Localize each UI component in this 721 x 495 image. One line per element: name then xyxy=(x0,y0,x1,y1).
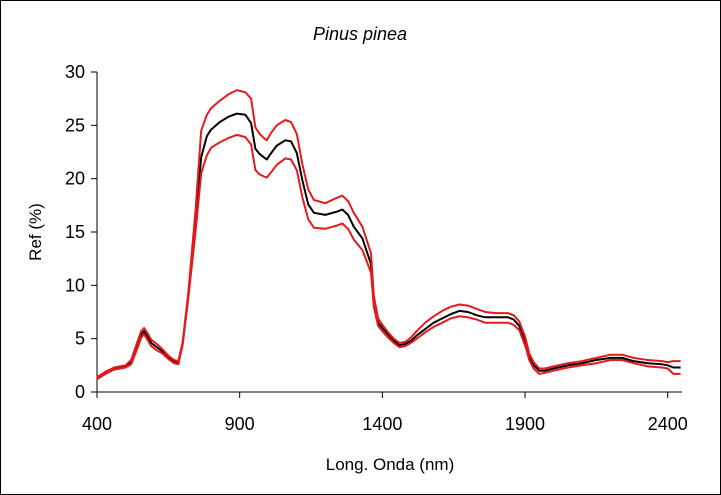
y-tick-label: 20 xyxy=(65,169,85,189)
series-layer xyxy=(96,89,681,381)
y-tick-label: 0 xyxy=(75,382,85,402)
series-line-2 xyxy=(96,89,681,378)
x-tick-label: 2400 xyxy=(648,414,688,434)
y-tick-label: 15 xyxy=(65,222,85,242)
y-tick-label: 25 xyxy=(65,115,85,135)
x-tick-label: 1900 xyxy=(505,414,545,434)
y-tick-label: 10 xyxy=(65,275,85,295)
x-tick-label: 900 xyxy=(225,414,255,434)
x-tick-label: 1400 xyxy=(362,414,402,434)
series-line-3 xyxy=(96,133,681,381)
y-axis-title: Ref (%) xyxy=(26,203,45,261)
x-axis-title: Long. Onda (nm) xyxy=(326,455,455,474)
series-line-1 xyxy=(96,112,681,379)
y-tick-label: 30 xyxy=(65,62,85,82)
chart-title: Pinus pinea xyxy=(313,24,407,44)
y-tick-label: 5 xyxy=(75,329,85,349)
axes: 0 5 10 15 20 25 30 400 900 1400 1900 2400 xyxy=(65,62,688,434)
x-tick-label: 400 xyxy=(82,414,112,434)
